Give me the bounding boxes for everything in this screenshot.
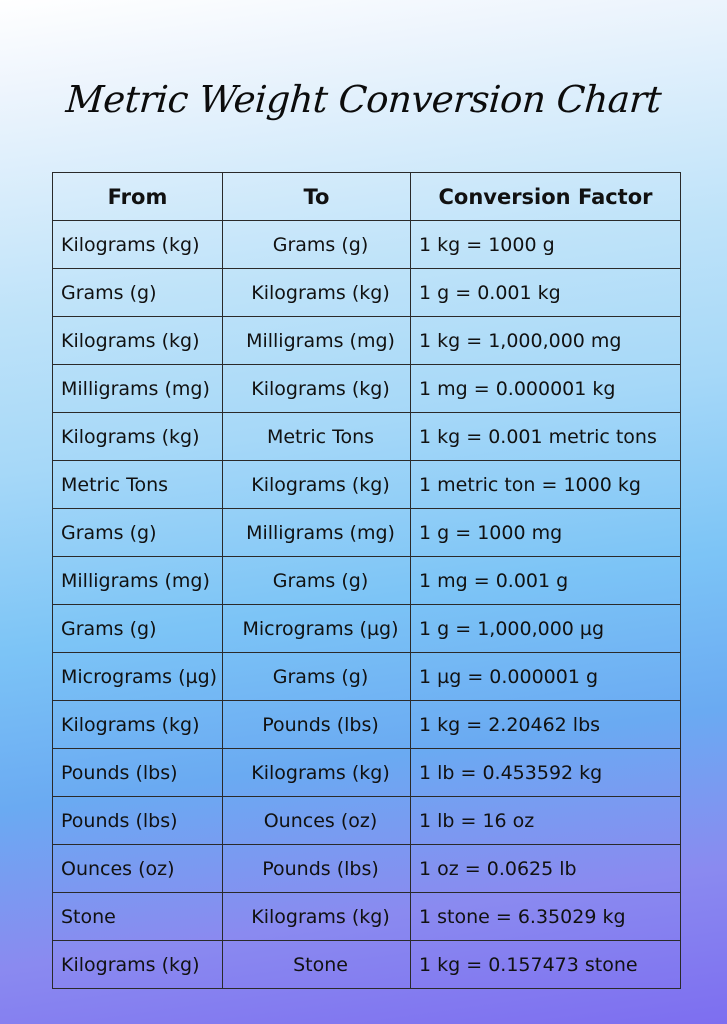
cell-to: Milligrams (mg) [222, 316, 411, 365]
table-row: Grams (g) Micrograms (µg) 1 g = 1,000,000 … [52, 604, 681, 653]
cell-conversion-factor: 1 lb = 16 oz [410, 796, 681, 845]
cell-to: Grams (g) [222, 220, 411, 269]
header-from: From [52, 172, 223, 221]
header-conversion-factor: Conversion Factor [410, 172, 681, 221]
table-row: Ounces (oz) Pounds (lbs) 1 oz = 0.0625 lb [52, 844, 681, 893]
table-row: Kilograms (kg) Stone 1 kg = 0.157473 stone [52, 940, 681, 989]
cell-conversion-factor: 1 kg = 1000 g [410, 220, 681, 269]
cell-conversion-factor: 1 g = 0.001 kg [410, 268, 681, 317]
cell-conversion-factor: 1 stone = 6.35029 kg [410, 892, 681, 941]
cell-from: Pounds (lbs) [52, 796, 223, 845]
cell-conversion-factor: 1 µg = 0.000001 g [410, 652, 681, 701]
table-row: Kilograms (kg) Metric Tons 1 kg = 0.001 me… [52, 412, 681, 461]
cell-to: Grams (g) [222, 652, 411, 701]
cell-conversion-factor: 1 mg = 0.000001 kg [410, 364, 681, 413]
table-row: Metric Tons Kilograms (kg) 1 metric ton = … [52, 460, 681, 509]
cell-from: Kilograms (kg) [52, 316, 223, 365]
cell-conversion-factor: 1 kg = 2.20462 lbs [410, 700, 681, 749]
cell-to: Kilograms (kg) [222, 364, 411, 413]
cell-to: Stone [222, 940, 411, 989]
cell-from: Kilograms (kg) [52, 412, 223, 461]
cell-conversion-factor: 1 metric ton = 1000 kg [410, 460, 681, 509]
table-row: Kilograms (kg) Grams (g) 1 kg = 1000 g [52, 220, 681, 269]
cell-conversion-factor: 1 g = 1000 mg [410, 508, 681, 557]
cell-from: Metric Tons [52, 460, 223, 509]
table-row: Pounds (lbs) Kilograms (kg) 1 lb = 0.45359… [52, 748, 681, 797]
cell-to: Milligrams (mg) [222, 508, 411, 557]
table-row: Kilograms (kg) Pounds (lbs) 1 kg = 2.20462… [52, 700, 681, 749]
cell-from: Stone [52, 892, 223, 941]
cell-to: Grams (g) [222, 556, 411, 605]
table-row: Kilograms (kg) Milligrams (mg) 1 kg = 1,00… [52, 316, 681, 365]
cell-from: Kilograms (kg) [52, 940, 223, 989]
cell-from: Ounces (oz) [52, 844, 223, 893]
cell-from: Kilograms (kg) [52, 700, 223, 749]
table-row: Grams (g) Kilograms (kg) 1 g = 0.001 kg [52, 268, 681, 317]
cell-to: Pounds (lbs) [222, 844, 411, 893]
cell-conversion-factor: 1 mg = 0.001 g [410, 556, 681, 605]
cell-to: Kilograms (kg) [222, 892, 411, 941]
cell-conversion-factor: 1 kg = 0.157473 stone [410, 940, 681, 989]
cell-from: Pounds (lbs) [52, 748, 223, 797]
cell-from: Milligrams (mg) [52, 364, 223, 413]
page-title: Metric Weight Conversion Chart [64, 78, 663, 121]
cell-from: Micrograms (µg) [52, 652, 223, 701]
cell-conversion-factor: 1 g = 1,000,000 µg [410, 604, 681, 653]
cell-conversion-factor: 1 lb = 0.453592 kg [410, 748, 681, 797]
table-row: Milligrams (mg) Kilograms (kg) 1 mg = 0.00… [52, 364, 681, 413]
cell-to: Kilograms (kg) [222, 460, 411, 509]
cell-from: Grams (g) [52, 604, 223, 653]
table-row: Grams (g) Milligrams (mg) 1 g = 1000 mg [52, 508, 681, 557]
header-to: To [222, 172, 411, 221]
cell-from: Kilograms (kg) [52, 220, 223, 269]
table-row: Micrograms (µg) Grams (g) 1 µg = 0.000001 … [52, 652, 681, 701]
conversion-table: From To Conversion Factor Kilograms (kg)… [52, 172, 681, 989]
table-header-row: From To Conversion Factor [52, 172, 681, 221]
table-row: Milligrams (mg) Grams (g) 1 mg = 0.001 g [52, 556, 681, 605]
table-row: Pounds (lbs) Ounces (oz) 1 lb = 16 oz [52, 796, 681, 845]
cell-to: Kilograms (kg) [222, 748, 411, 797]
cell-to: Pounds (lbs) [222, 700, 411, 749]
cell-conversion-factor: 1 kg = 1,000,000 mg [410, 316, 681, 365]
cell-to: Micrograms (µg) [222, 604, 411, 653]
cell-from: Grams (g) [52, 268, 223, 317]
cell-to: Kilograms (kg) [222, 268, 411, 317]
cell-to: Metric Tons [222, 412, 411, 461]
cell-conversion-factor: 1 kg = 0.001 metric tons [410, 412, 681, 461]
cell-conversion-factor: 1 oz = 0.0625 lb [410, 844, 681, 893]
cell-from: Milligrams (mg) [52, 556, 223, 605]
table-row: Stone Kilograms (kg) 1 stone = 6.35029 kg [52, 892, 681, 941]
cell-to: Ounces (oz) [222, 796, 411, 845]
cell-from: Grams (g) [52, 508, 223, 557]
